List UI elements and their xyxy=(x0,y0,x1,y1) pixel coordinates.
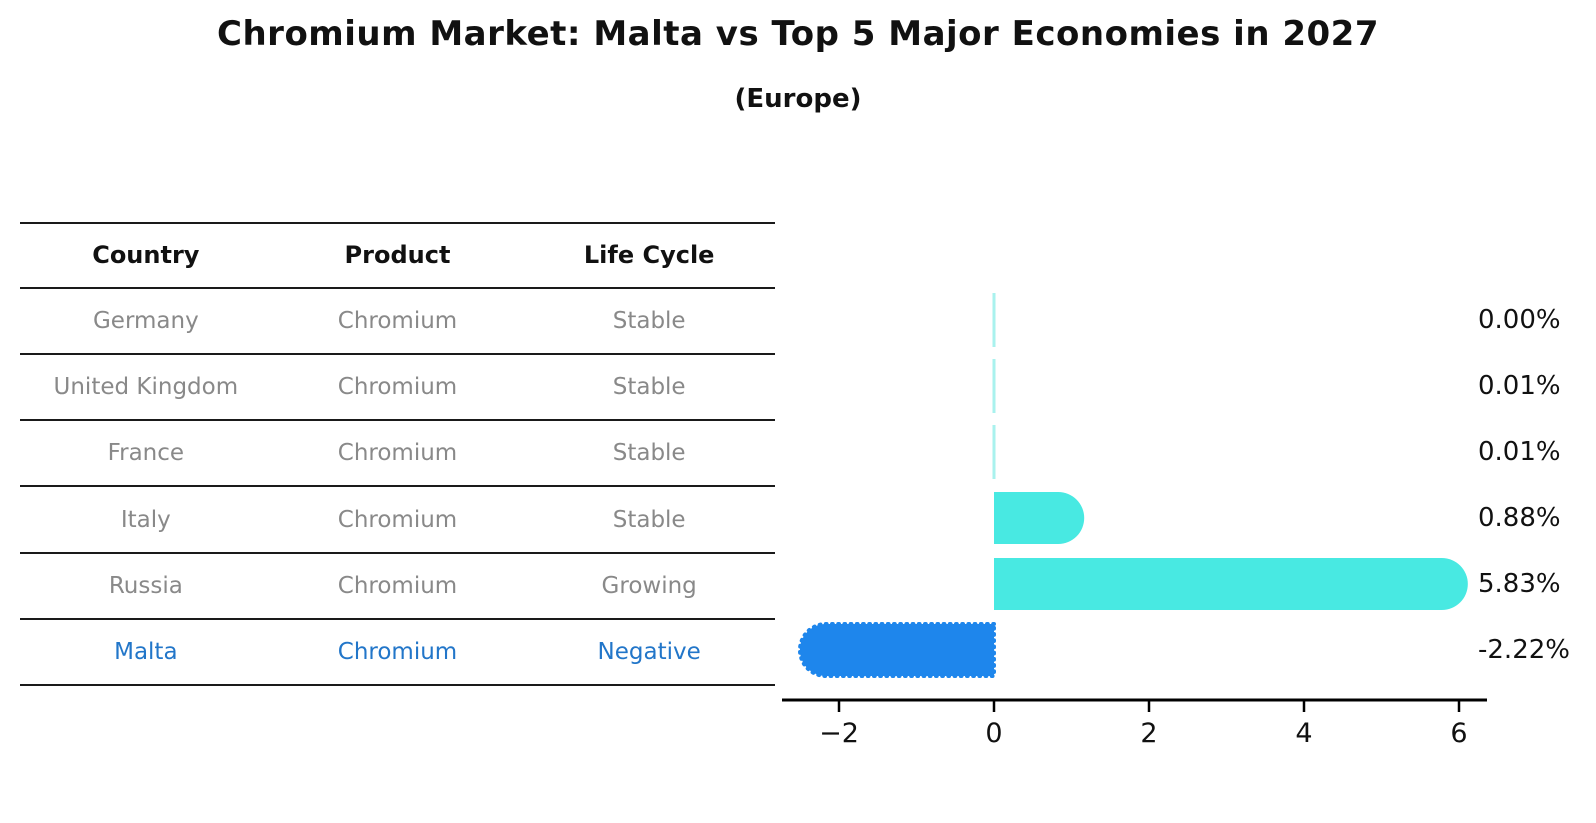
x-tick-label: −2 xyxy=(819,718,859,749)
table-header-life-cycle: Life Cycle xyxy=(583,241,715,270)
bar-chart: −2 0 2 4 6 xyxy=(782,293,1487,749)
cell-country: Italy xyxy=(120,506,171,533)
x-tick-label: 0 xyxy=(985,718,1002,749)
table-row-malta: Malta Chromium Negative xyxy=(20,620,775,687)
bar-germany xyxy=(992,293,996,347)
bar-united-kingdom xyxy=(992,359,996,413)
cell-country: Germany xyxy=(92,307,199,334)
bar-value-label: 0.00% xyxy=(1478,305,1561,335)
bar-italy xyxy=(994,492,1085,544)
cell-product: Chromium xyxy=(337,440,458,467)
cell-product: Chromium xyxy=(337,639,458,666)
table-row-united-kingdom: United Kingdom Chromium Stable xyxy=(20,355,775,422)
bar-value-label: -2.22% xyxy=(1478,635,1570,665)
cell-country: Russia xyxy=(108,572,183,599)
chart-subtitle: (Europe) xyxy=(734,84,862,114)
table-row-russia: Russia Chromium Growing xyxy=(20,554,775,620)
bar-value-label: 0.01% xyxy=(1478,437,1561,467)
table-header-country: Country xyxy=(92,241,200,270)
cell-life-cycle: Stable xyxy=(612,307,686,334)
table-row-germany: Germany Chromium Stable xyxy=(20,289,775,355)
cell-product: Chromium xyxy=(337,307,458,334)
bar-malta xyxy=(797,622,996,678)
x-tick-label: 6 xyxy=(1450,718,1467,749)
bar-france xyxy=(992,425,996,479)
bar-value-label: 0.01% xyxy=(1478,371,1561,401)
table-row-italy: Italy Chromium Stable xyxy=(20,487,775,554)
table-header-row: Country Product Life Cycle xyxy=(20,224,775,289)
cell-life-cycle: Stable xyxy=(612,506,686,533)
comparison-table: Country Product Life Cycle Germany Chromium… xyxy=(20,222,775,687)
cell-product: Chromium xyxy=(337,506,458,533)
bar-russia xyxy=(994,558,1468,610)
cell-country: Malta xyxy=(114,639,178,666)
cell-life-cycle: Growing xyxy=(601,572,697,599)
bar-value-label: 5.83% xyxy=(1478,569,1561,599)
table-body: Germany Chromium Stable United Kingdom Chrom… xyxy=(20,289,775,687)
x-tick-label: 4 xyxy=(1295,718,1312,749)
cell-life-cycle: Negative xyxy=(597,639,701,666)
chart-title: Chromium Market: Malta vs Top 5 Major Ec… xyxy=(217,14,1379,54)
cell-product: Chromium xyxy=(337,572,458,599)
x-tick-label: 2 xyxy=(1140,718,1157,749)
table-row-france: France Chromium Stable xyxy=(20,421,775,488)
table-header-product: Product xyxy=(344,241,451,270)
cell-country: France xyxy=(107,440,185,467)
cell-life-cycle: Stable xyxy=(612,373,686,400)
cell-country: United Kingdom xyxy=(53,373,239,400)
cell-product: Chromium xyxy=(337,373,458,400)
cell-life-cycle: Stable xyxy=(612,440,686,467)
bar-value-label: 0.88% xyxy=(1478,503,1561,533)
